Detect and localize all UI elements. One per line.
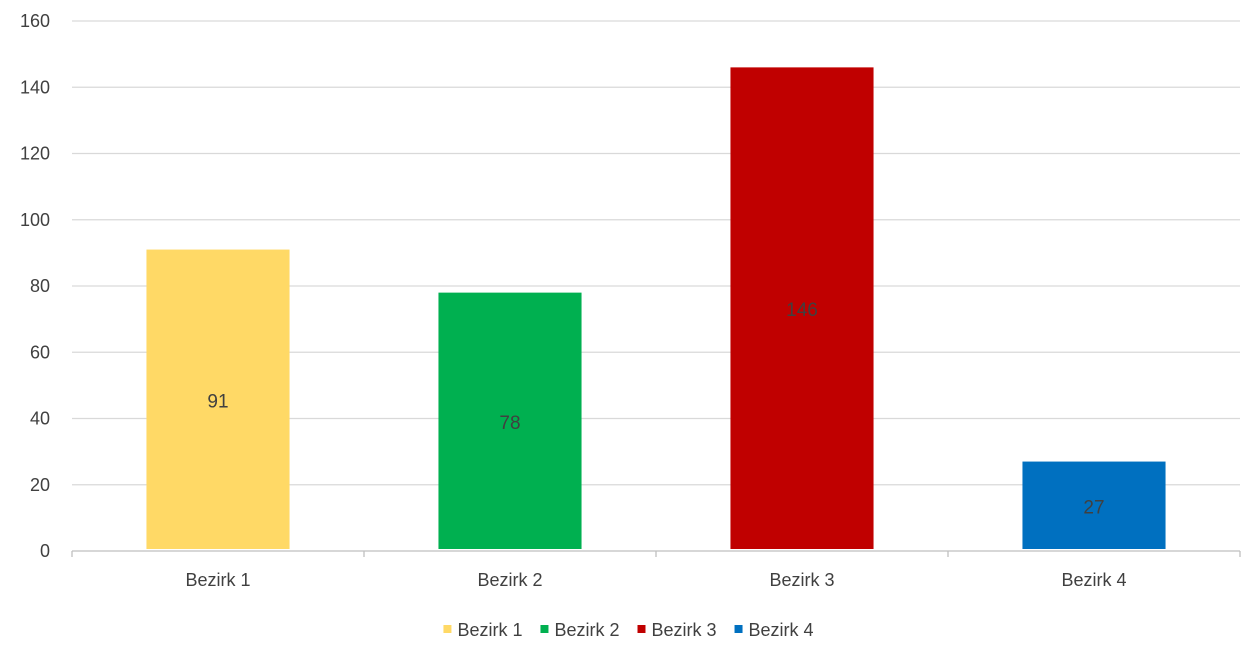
x-category-label: Bezirk 1 [185, 570, 250, 590]
y-tick-label: 100 [20, 210, 50, 230]
legend-swatch [637, 625, 646, 633]
y-axis-ticks: 0 20 40 60 80 100 120 140 160 [20, 11, 50, 561]
data-label: 78 [499, 413, 520, 434]
legend-swatch [443, 625, 452, 633]
data-labels: 91 78 146 27 [207, 300, 1104, 518]
y-tick-label: 160 [20, 11, 50, 31]
legend-label: Bezirk 4 [749, 620, 814, 640]
legend-item: Bezirk 4 [734, 620, 814, 640]
legend-label: Bezirk 2 [554, 620, 619, 640]
y-tick-label: 120 [20, 144, 50, 164]
y-tick-label: 0 [40, 541, 50, 561]
legend-item: Bezirk 2 [540, 620, 620, 640]
y-tick-label: 60 [30, 342, 50, 362]
bars [146, 67, 1166, 549]
bar-3 [730, 67, 874, 549]
y-tick-label: 40 [30, 409, 50, 429]
y-tick-label: 140 [20, 77, 50, 97]
bar-4 [1022, 461, 1166, 549]
legend: Bezirk 1 Bezirk 2 Bezirk 3 Bezirk 4 [443, 620, 814, 640]
x-category-label: Bezirk 2 [477, 570, 542, 590]
data-label: 91 [207, 391, 228, 412]
data-label: 27 [1083, 497, 1104, 518]
bar-1 [146, 249, 290, 549]
bar-2 [438, 292, 582, 549]
legend-item: Bezirk 1 [443, 620, 522, 640]
x-category-label: Bezirk 4 [1061, 570, 1126, 590]
legend-swatch [540, 625, 549, 633]
legend-label: Bezirk 1 [457, 620, 522, 640]
y-tick-label: 80 [30, 276, 50, 296]
legend-item: Bezirk 3 [637, 620, 717, 640]
x-category-label: Bezirk 3 [769, 570, 834, 590]
legend-label: Bezirk 3 [652, 620, 717, 640]
y-tick-label: 20 [30, 475, 50, 495]
data-label: 146 [786, 300, 818, 321]
x-axis: Bezirk 1 Bezirk 2 Bezirk 3 Bezirk 4 [71, 550, 1241, 590]
legend-swatch [734, 625, 743, 633]
